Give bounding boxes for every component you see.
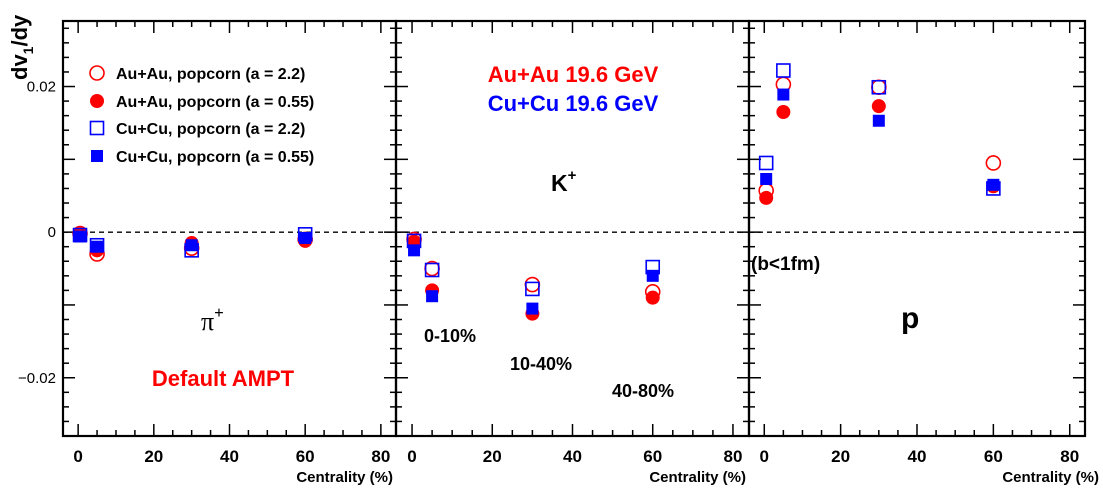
legend-entry: Cu+Cu, popcorn (a = 2.2) xyxy=(89,120,305,138)
x-tick-label: 40 xyxy=(908,447,927,466)
y-tick-label: 0 xyxy=(48,224,56,241)
system-label-auau: Au+Au 19.6 GeV xyxy=(488,62,659,87)
legend-entry: Au+Au, popcorn (a = 2.2) xyxy=(89,65,305,83)
legend-label: Cu+Cu, popcorn (a = 0.55) xyxy=(116,149,314,166)
x-tick-label: 20 xyxy=(483,447,502,466)
x-tick-label: 0 xyxy=(73,447,82,466)
legend-marker-circle-filled xyxy=(90,94,104,108)
legend-label: Au+Au, popcorn (a = 2.2) xyxy=(116,66,305,83)
legend-marker-square-filled xyxy=(91,150,103,162)
x-axis-title-2: Centrality (%) xyxy=(649,469,746,486)
panel-frame xyxy=(747,19,1087,438)
legend-marker-circle-open xyxy=(89,65,105,81)
data-marks xyxy=(72,63,1002,321)
data-point xyxy=(646,269,659,282)
legend-marker-square-open xyxy=(89,120,105,136)
data-point xyxy=(299,231,312,244)
particle-label-kaon: K+ xyxy=(551,167,577,196)
model-label: Default AMPT xyxy=(152,366,295,391)
x-axis-title-3: Centrality (%) xyxy=(1002,469,1099,486)
data-point xyxy=(872,114,885,127)
x-tick-label: 60 xyxy=(643,447,662,466)
x-tick-label: 20 xyxy=(144,447,163,466)
legend-label: Au+Au, popcorn (a = 0.55) xyxy=(116,94,314,111)
data-point xyxy=(871,79,887,95)
centrality-bin-label: 10-40% xyxy=(510,354,572,374)
data-point xyxy=(777,88,790,101)
x-tick-label: 80 xyxy=(1060,447,1079,466)
data-point xyxy=(871,99,886,114)
y-axis-title: dv1/dy xyxy=(7,14,36,80)
data-point xyxy=(776,105,791,120)
data-point xyxy=(408,244,421,257)
x-tick-label: 80 xyxy=(723,447,742,466)
y-tick-label: −0.02 xyxy=(18,370,56,387)
system-label-cucu: Cu+Cu 19.6 GeV xyxy=(488,91,659,116)
data-point xyxy=(871,79,887,96)
axis-ticks xyxy=(63,21,1085,437)
axis-tick-labels: 0 20 40 60 80 0 20 40 60 80 0 20 40 60 80 0.02 0 −0.02 xyxy=(18,79,1079,466)
legend-entry: Cu+Cu, popcorn (a = 0.55) xyxy=(91,149,314,166)
data-point xyxy=(185,239,198,252)
data-point xyxy=(776,63,791,78)
centrality-bin-label: 40-80% xyxy=(612,381,674,401)
data-point xyxy=(74,230,87,243)
data-point xyxy=(985,155,1002,171)
data-point xyxy=(645,290,660,305)
legend-entry: Au+Au, popcorn (a = 0.55) xyxy=(90,94,314,111)
data-point xyxy=(91,240,104,253)
data-point xyxy=(524,276,541,293)
x-tick-label: 60 xyxy=(296,447,315,466)
data-point xyxy=(424,262,440,278)
data-point xyxy=(526,302,539,315)
x-tick-label: 20 xyxy=(831,447,850,466)
y-tick-label: 0.02 xyxy=(27,79,56,96)
data-point xyxy=(760,172,773,185)
data-point xyxy=(426,290,439,303)
x-axis-title-1: Centrality (%) xyxy=(296,469,393,486)
particle-label-proton: p xyxy=(901,302,919,335)
particle-label-pion: π+ xyxy=(201,303,224,336)
x-tick-label: 0 xyxy=(760,447,769,466)
centrality-bin-label: 0-10% xyxy=(424,326,476,346)
x-tick-label: 0 xyxy=(407,447,416,466)
x-tick-label: 40 xyxy=(220,447,239,466)
legend: Au+Au, popcorn (a = 2.2) Au+Au, popcorn … xyxy=(89,65,314,166)
data-point xyxy=(759,190,774,205)
data-point xyxy=(987,178,1000,191)
x-tick-label: 40 xyxy=(563,447,582,466)
data-point xyxy=(758,155,774,171)
impact-parameter-label: (b<1fm) xyxy=(751,254,820,275)
legend-label: Cu+Cu, popcorn (a = 2.2) xyxy=(116,121,305,138)
data-point xyxy=(525,281,540,297)
x-tick-label: 60 xyxy=(984,447,1003,466)
x-tick-label: 80 xyxy=(371,447,390,466)
